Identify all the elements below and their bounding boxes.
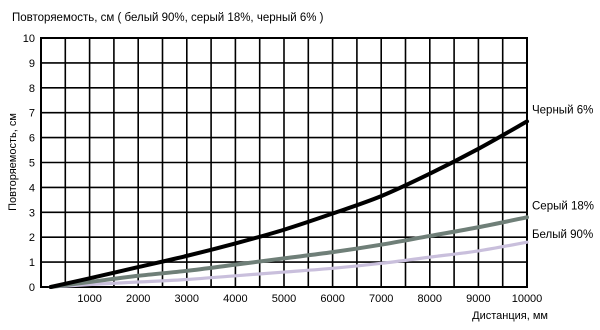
y-tick-label: 5 [29,158,35,170]
series-label: Белый 90% [532,229,593,241]
x-tick-label: 1000 [77,293,101,305]
series-lines [48,119,529,289]
x-tick-label: 8000 [418,293,442,305]
y-tick-label: 4 [29,182,35,194]
x-tick-label: 10000 [512,293,543,305]
series-label: Черный 6% [532,104,593,116]
x-tick-label: 2000 [126,293,150,305]
x-tick-label: 5000 [272,293,296,305]
y-tick-label: 6 [29,133,35,145]
plot-frame [40,37,528,288]
x-tick-label: 3000 [175,293,199,305]
y-axis-label: Повторяемость, см [7,113,19,211]
x-tick-label: 9000 [466,293,490,305]
y-tick-label: 3 [29,207,35,219]
series-line [48,215,529,289]
y-tick-label: 10 [23,33,35,45]
x-axis-label: Дистанция, мм [472,310,548,322]
series-line [49,240,529,289]
tick-labels: 0 1 2 3 4 5 6 7 8 9 10 1000 2000 3000 4000 5000 6000 7000… [23,33,543,305]
series-labels: Черный 6% Серый 18% Белый 90% [532,104,594,241]
series-line [48,119,529,289]
x-tick-label: 6000 [320,293,344,305]
x-tick-label: 7000 [369,293,393,305]
y-tick-label: 7 [29,108,35,120]
y-tick-label: 1 [29,257,35,269]
chart-title: Повторяемость, см ( белый 90%, серый 18%… [12,12,324,24]
y-tick-label: 9 [29,58,35,70]
x-tick-label: 4000 [223,293,247,305]
y-tick-label: 8 [29,83,35,95]
series-label: Серый 18% [532,200,594,212]
y-tick-label: 2 [29,232,35,244]
y-tick-label: 0 [29,282,35,294]
